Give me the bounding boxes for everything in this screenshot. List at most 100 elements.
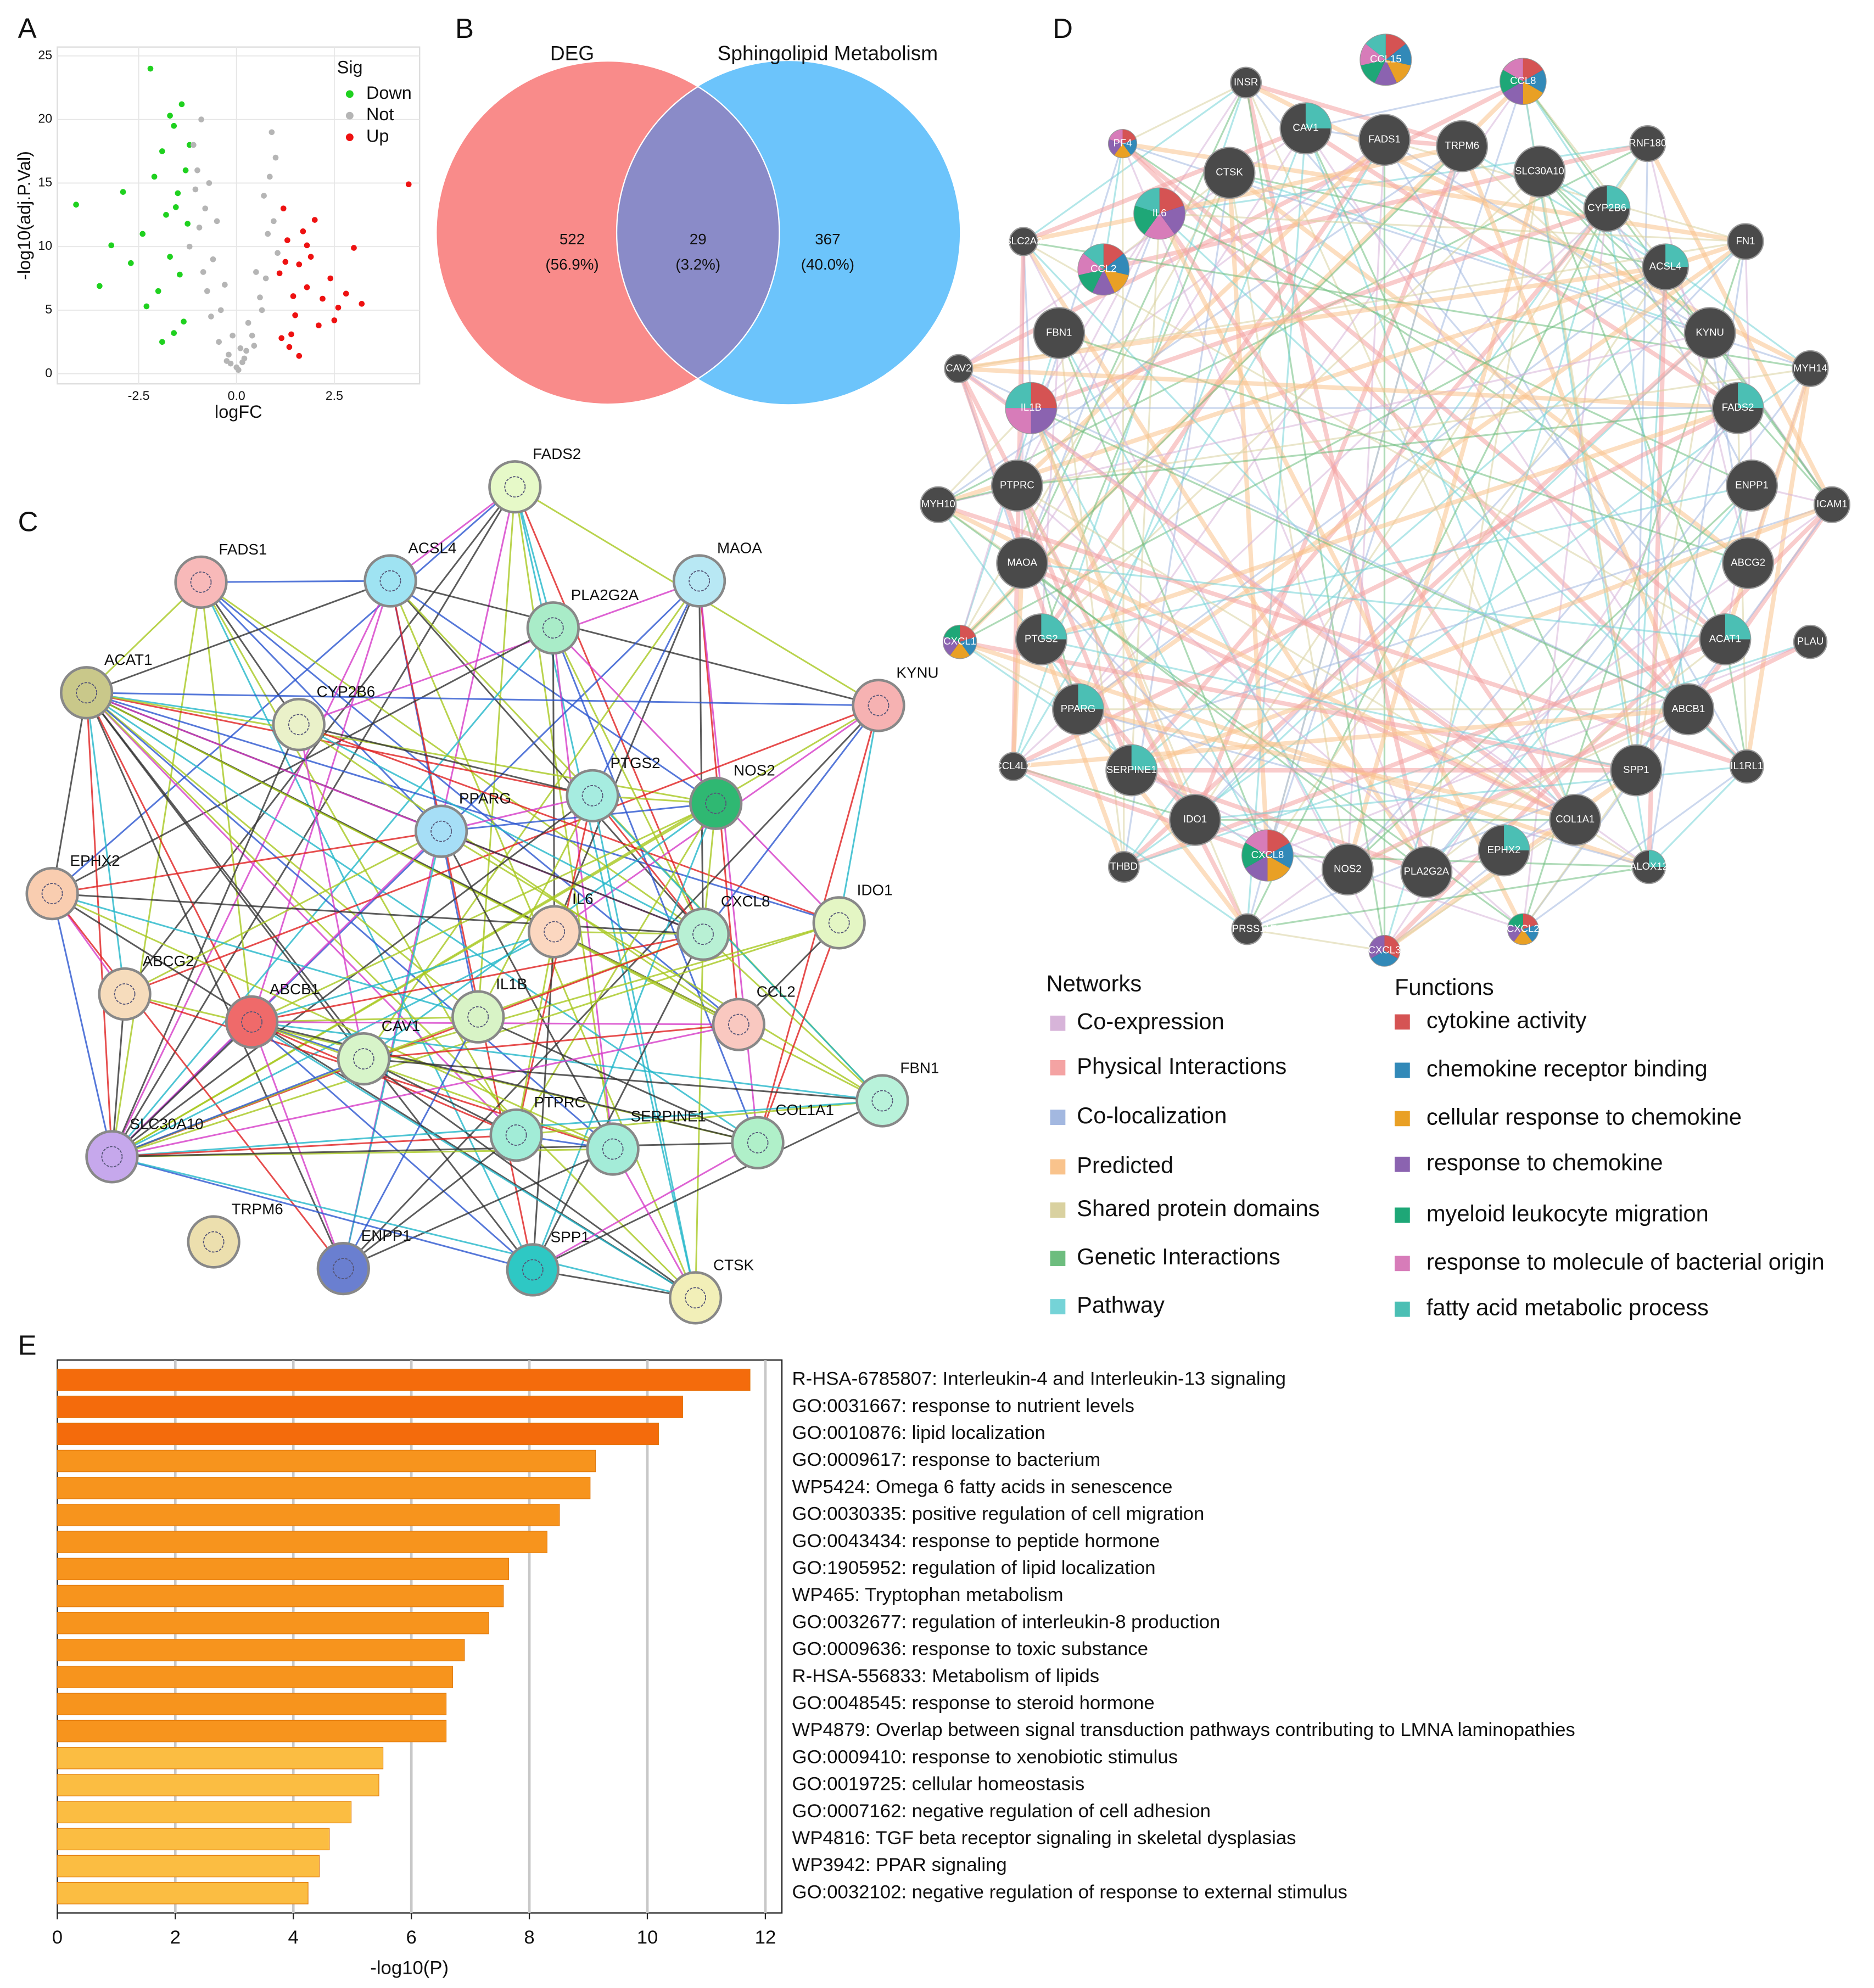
edge (111, 1156, 696, 1299)
gene-node (1230, 66, 1262, 99)
edge (533, 1269, 696, 1299)
function-wedge (1607, 186, 1630, 209)
legend-label: Physical Interactions (1077, 1053, 1286, 1079)
point (257, 294, 263, 301)
point (226, 351, 232, 358)
node-label: ABCG2 (142, 953, 194, 970)
edge (1539, 171, 1711, 334)
node-label: ACSL4 (1649, 260, 1682, 272)
point (186, 243, 193, 250)
node-label: TRPM6 (232, 1200, 283, 1217)
category-label: GO:0032677: regulation of interleukin-8 … (792, 1611, 1221, 1632)
gene-node (1321, 843, 1374, 896)
protein-structure (544, 921, 566, 943)
protein-structure (581, 785, 603, 807)
function-wedge (1159, 188, 1184, 214)
edge (1305, 128, 1576, 820)
edge (552, 628, 614, 1150)
edge (86, 692, 517, 1136)
node-label: CCL15 (1370, 53, 1402, 65)
edge (1012, 765, 1248, 930)
point (239, 359, 245, 366)
protein-structure (190, 571, 212, 593)
edge (52, 893, 479, 1018)
node-label: FBN1 (1046, 326, 1072, 338)
protein-node (337, 1032, 390, 1086)
edge (251, 1021, 534, 1271)
edge (1635, 485, 1753, 771)
node-label: IL1B (1021, 401, 1042, 413)
point (167, 113, 173, 119)
function-wedge (1122, 130, 1136, 144)
edge (1023, 240, 1811, 370)
edge (702, 933, 883, 1102)
gene-node (1549, 793, 1602, 846)
edge (1246, 128, 1307, 929)
point (304, 284, 310, 290)
point (222, 282, 228, 288)
edge (1459, 145, 1691, 710)
legend-swatch (1050, 1015, 1066, 1031)
category-label: GO:0009617: response to bacterium (792, 1449, 1101, 1470)
function-wedge (1242, 842, 1268, 869)
function-wedge (1134, 205, 1160, 234)
edge (200, 581, 704, 935)
y-axis-title: -log10(adj.P.Val) (14, 151, 34, 280)
x-tick-label: 10 (637, 1927, 658, 1948)
edge (251, 933, 703, 1023)
edge (363, 1058, 883, 1102)
edge (477, 795, 594, 1017)
edge (298, 724, 593, 797)
bar (57, 1396, 684, 1418)
edge (1030, 206, 1608, 411)
protein-node (98, 967, 152, 1021)
panel-label: E (18, 1330, 37, 1361)
edge (111, 831, 442, 1157)
protein-node (85, 1130, 139, 1184)
node-label: MAOA (717, 540, 762, 557)
function-wedge (1366, 34, 1386, 60)
legend-label: Down (366, 83, 412, 103)
edge (251, 1021, 613, 1150)
y-tick-label: 0 (45, 366, 52, 380)
node-label: THBD (1110, 860, 1138, 872)
node-label: RNF180 (1629, 137, 1666, 149)
edge (111, 724, 300, 1157)
bar (57, 1558, 510, 1581)
edge (1122, 143, 1749, 564)
legend-label: chemokine receptor binding (1427, 1055, 1708, 1081)
function-wedge (1267, 842, 1293, 869)
edge (390, 580, 879, 707)
edge (1522, 765, 1748, 930)
point (320, 295, 326, 302)
edge (298, 724, 704, 936)
legend-label: Pathway (1077, 1292, 1165, 1318)
edge (937, 239, 1747, 507)
protein-structure (379, 570, 401, 592)
x-tick-label: 2.5 (326, 388, 343, 402)
function-wedge (1738, 382, 1764, 408)
edge (1304, 126, 1739, 410)
protein-node (25, 866, 79, 921)
edge (1193, 145, 1464, 821)
edge (86, 692, 299, 726)
point (282, 259, 289, 265)
edge (477, 486, 516, 1017)
edge (111, 931, 555, 1158)
edge (591, 796, 697, 1298)
protein-structure (101, 1146, 123, 1168)
point (182, 167, 189, 173)
edge (363, 1058, 517, 1136)
edge (86, 692, 840, 924)
function-wedge (1114, 143, 1131, 158)
edge (1709, 333, 1749, 563)
point (253, 269, 259, 275)
node-label: CXCL3 (1368, 944, 1401, 956)
legend-swatch (1050, 1299, 1066, 1314)
node-label: FBN1 (900, 1059, 939, 1076)
gene-node (1629, 125, 1666, 163)
edge (111, 994, 126, 1157)
point (159, 339, 165, 345)
protein-node (60, 666, 114, 720)
